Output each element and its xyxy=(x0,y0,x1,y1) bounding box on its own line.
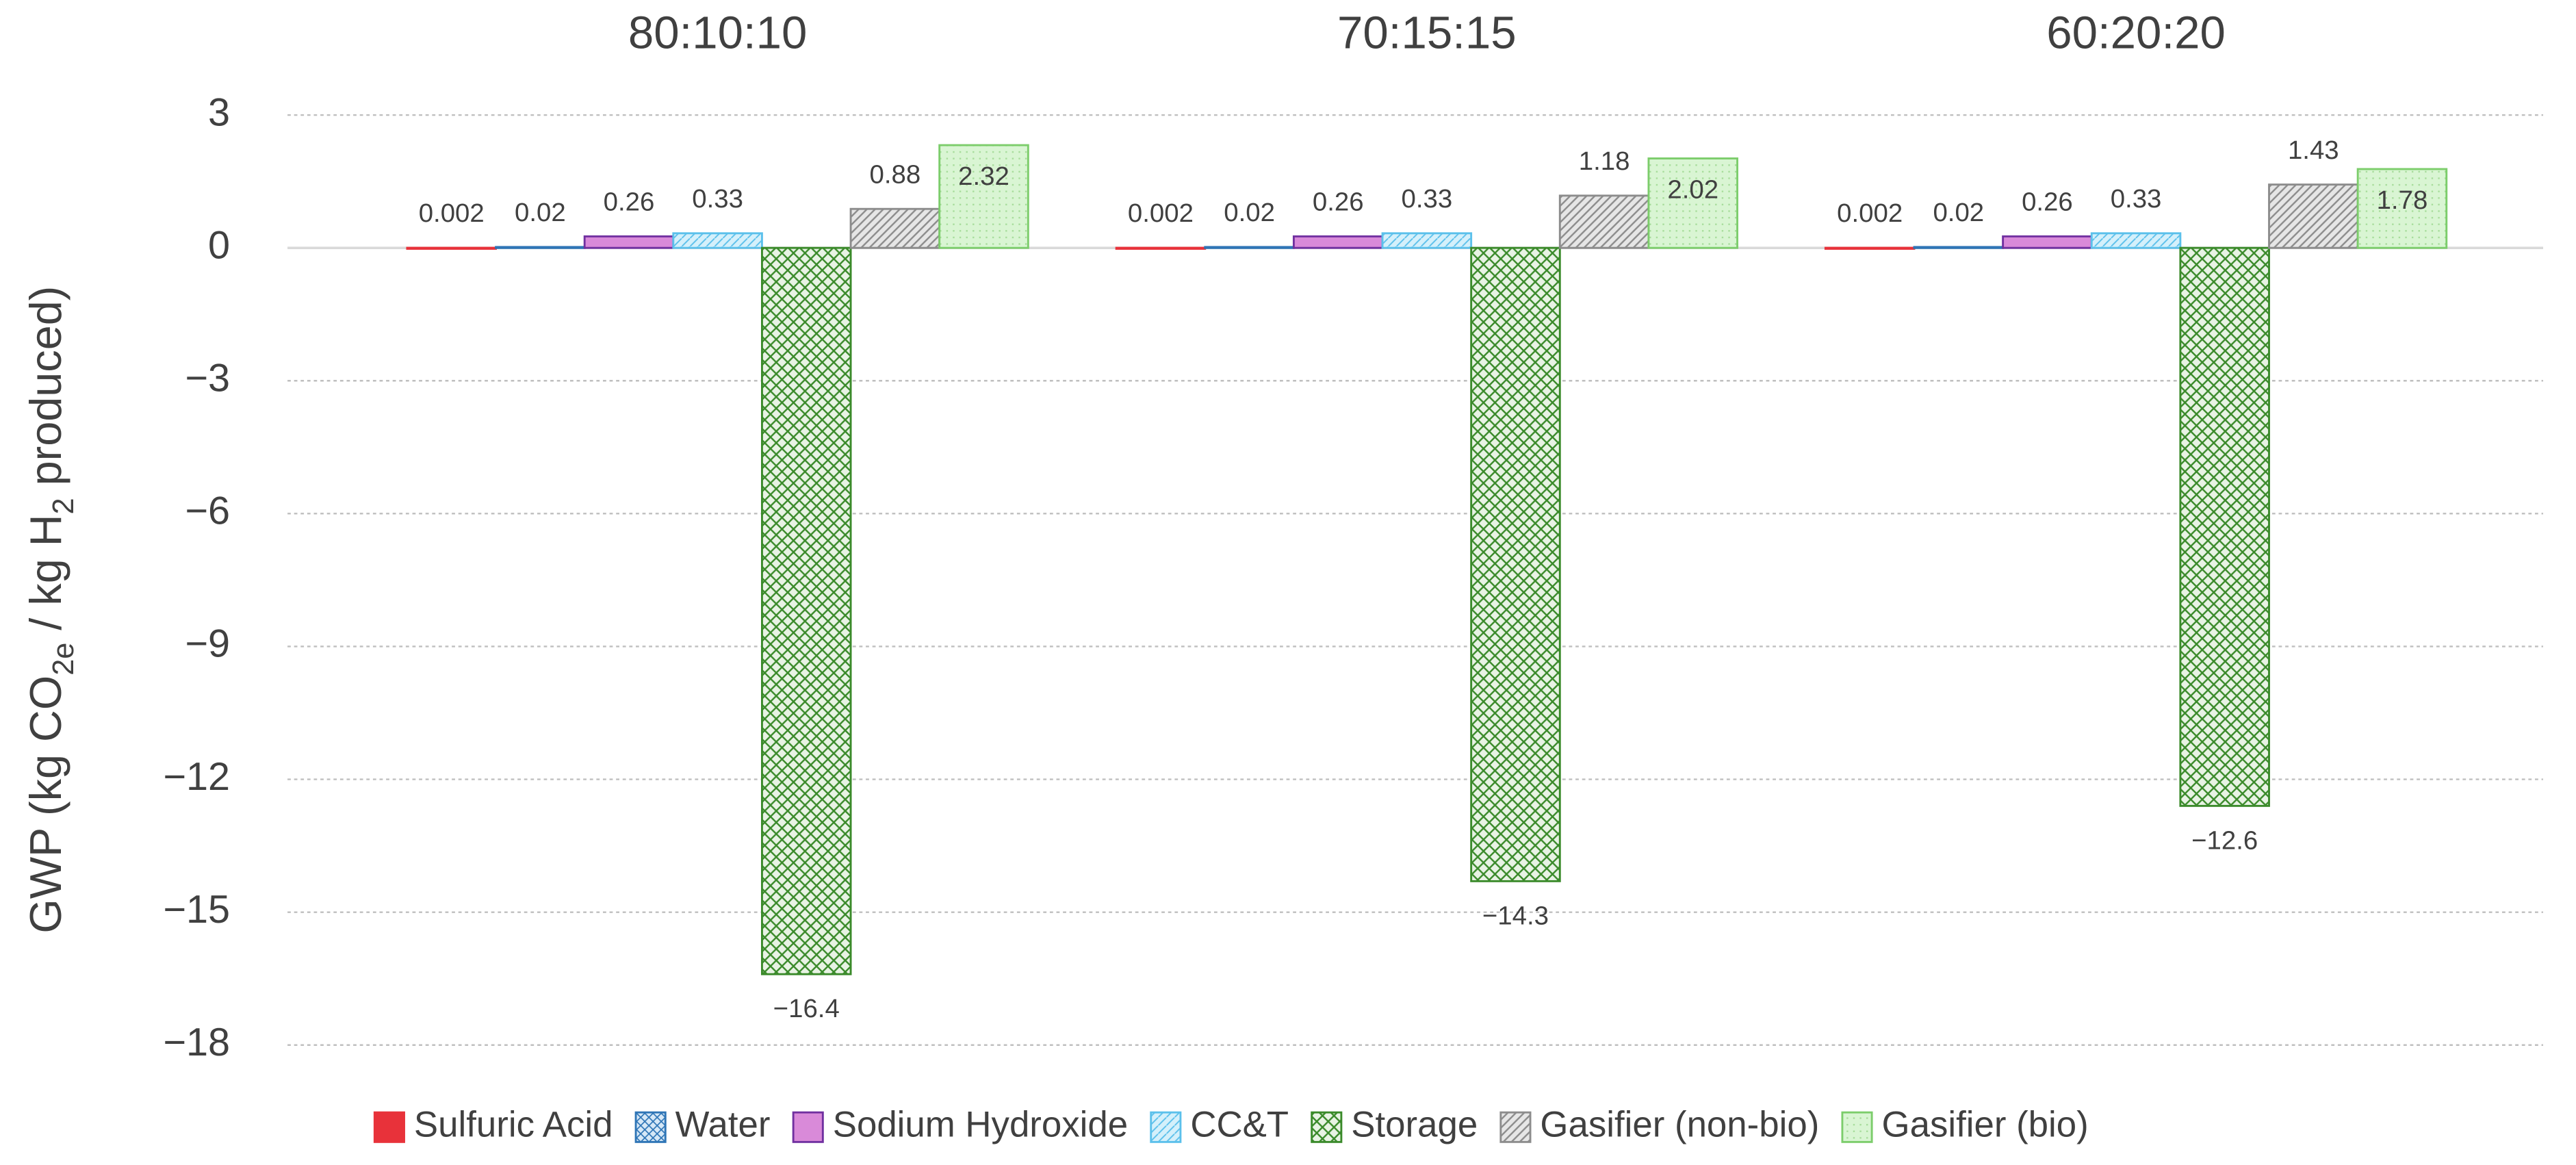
bar xyxy=(2268,183,2359,249)
data-label: 0.26 xyxy=(604,187,655,216)
y-axis-label: GWP (kg CO2e / kg H2 produced) xyxy=(21,286,80,934)
data-label: 0.02 xyxy=(1224,198,1275,227)
legend-label: Gasifier (non-bio) xyxy=(1540,1105,1819,1145)
data-label: −14.3 xyxy=(1482,901,1549,930)
data-label: 0.02 xyxy=(515,198,566,227)
legend-swatch xyxy=(1841,1111,1873,1143)
data-label: 0.33 xyxy=(2111,184,2162,214)
y-tick-label: −3 xyxy=(185,356,230,400)
legend-swatch xyxy=(634,1111,667,1143)
bar xyxy=(1204,246,1295,249)
data-label: 0.88 xyxy=(870,159,921,189)
y-label-part: GWP (kg CO xyxy=(21,676,70,934)
bar xyxy=(2090,232,2182,249)
y-tick-label: −9 xyxy=(185,622,230,666)
legend-label: CC&T xyxy=(1190,1105,1289,1145)
bar xyxy=(938,144,1029,249)
y-tick-label: 0 xyxy=(208,223,230,267)
legend-swatch xyxy=(1311,1111,1343,1143)
bar xyxy=(2179,246,2270,807)
bar xyxy=(672,232,763,249)
category-label: 80:10:10 xyxy=(628,8,808,59)
y-tick-label: 3 xyxy=(208,90,230,134)
bar xyxy=(1558,194,1650,249)
data-label: 0.002 xyxy=(1128,199,1194,228)
legend-swatch xyxy=(792,1111,824,1143)
y-tick-label: −18 xyxy=(163,1021,230,1064)
bar xyxy=(1381,232,1473,249)
legend-label: Storage xyxy=(1351,1105,1478,1145)
bar xyxy=(1470,246,1561,882)
legend-label: Water xyxy=(675,1105,771,1145)
data-label: 0.26 xyxy=(1313,187,1364,216)
y-tick-label: −12 xyxy=(163,755,230,799)
bar xyxy=(2002,235,2093,249)
data-label: 0.26 xyxy=(2022,187,2073,216)
category-label: 60:20:20 xyxy=(2046,8,2226,59)
data-label: −16.4 xyxy=(773,994,840,1023)
y-label-sub: 2e xyxy=(47,643,80,676)
bar xyxy=(1647,157,1738,249)
bar xyxy=(1292,235,1384,249)
y-tick-label: −15 xyxy=(163,888,230,932)
data-label: 0.02 xyxy=(1933,198,1984,227)
legend-label: Gasifier (bio) xyxy=(1882,1105,2089,1145)
bar xyxy=(2356,168,2448,249)
data-label: 1.18 xyxy=(1579,146,1630,176)
data-label: 2.32 xyxy=(958,162,1009,191)
legend-swatch xyxy=(373,1111,405,1143)
legend-swatch xyxy=(1150,1111,1182,1143)
data-label: 1.43 xyxy=(2288,136,2339,165)
legend-label: Sulfuric Acid xyxy=(414,1105,613,1145)
bar xyxy=(760,246,852,975)
legend-label: Sodium Hydroxide xyxy=(833,1105,1128,1145)
data-label: 0.33 xyxy=(1401,184,1452,214)
data-label: 0.002 xyxy=(419,199,485,228)
data-label: 0.002 xyxy=(1837,199,1903,228)
data-label: 2.02 xyxy=(1667,175,1718,205)
y-tick-label: −6 xyxy=(185,489,230,533)
category-label: 70:15:15 xyxy=(1337,8,1517,59)
y-label-part: produced) xyxy=(21,286,70,498)
bar xyxy=(1913,246,2005,249)
bar xyxy=(583,235,675,249)
data-label: −12.6 xyxy=(2191,825,2258,855)
data-label: 1.78 xyxy=(2377,185,2428,215)
data-label: 0.33 xyxy=(692,184,743,214)
bar xyxy=(495,246,586,249)
y-label-part: / kg H xyxy=(21,514,70,642)
bar xyxy=(849,207,941,249)
legend-swatch xyxy=(1499,1111,1532,1143)
y-label-sub: 2 xyxy=(47,498,80,514)
